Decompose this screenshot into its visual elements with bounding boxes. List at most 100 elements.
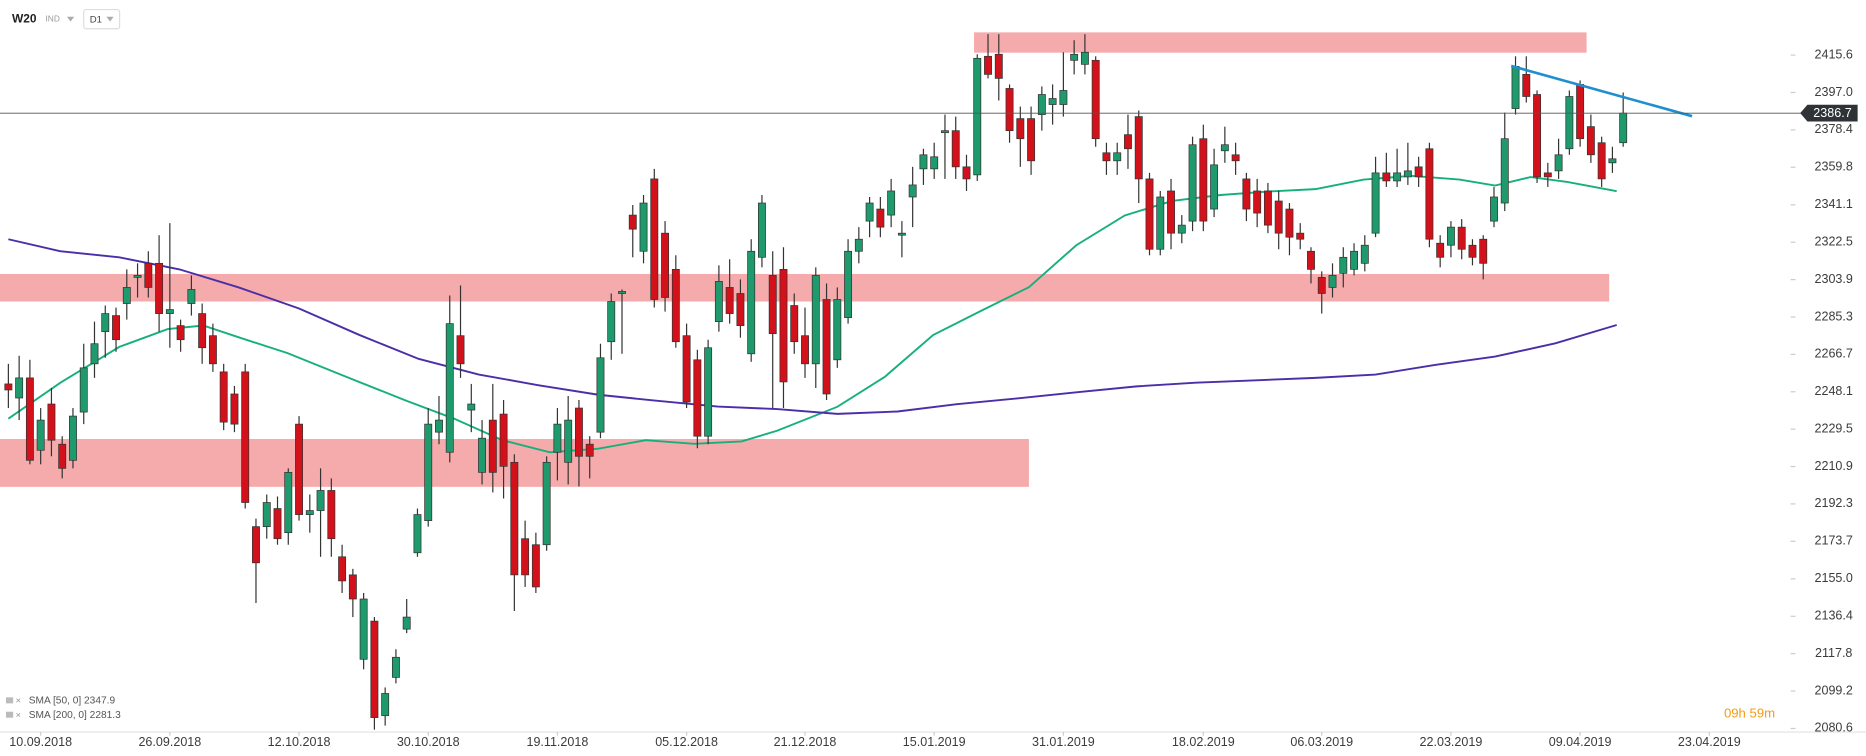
candle-body [510, 461, 519, 576]
candle-body [284, 472, 293, 534]
candle-body [1027, 118, 1036, 162]
y-tick-label: 2378.4 [1815, 122, 1853, 136]
candle-body [467, 403, 476, 411]
candle-body [639, 202, 648, 252]
candle-body [1274, 200, 1283, 234]
candle-body [478, 437, 486, 473]
dropdown-arrow[interactable] [66, 16, 75, 22]
candle-body [4, 383, 13, 391]
candle-body [531, 544, 540, 588]
candle-body [574, 407, 583, 457]
candle-body [1371, 172, 1380, 234]
candle-body [994, 53, 1003, 79]
candle-body [1005, 88, 1014, 132]
candle-body [1446, 226, 1455, 246]
y-tick-label: 2099.2 [1815, 683, 1853, 697]
candle-body [844, 250, 853, 318]
candle-body [811, 275, 820, 365]
legend-close: × [16, 710, 22, 721]
candle-body [402, 616, 411, 630]
candle-body [1317, 277, 1326, 294]
legend-icon [5, 711, 14, 718]
candle-body [36, 419, 45, 451]
x-tick-label: 05.12.2018 [655, 735, 718, 749]
candle-body [348, 574, 357, 600]
candle-body [564, 419, 573, 463]
y-tick-label: 2341.1 [1815, 197, 1853, 211]
candle-body [25, 377, 34, 461]
candle-body [585, 443, 594, 457]
candle-body [865, 202, 874, 222]
dropdown-arrow[interactable] [106, 16, 114, 22]
candle-body [822, 299, 831, 395]
candle-body [1102, 152, 1111, 162]
candle-body [919, 154, 928, 170]
candle-body [1500, 138, 1509, 204]
interval-select[interactable] [83, 8, 121, 30]
candle-body [79, 367, 88, 413]
candle-body [1016, 118, 1025, 140]
candle-body [1457, 226, 1466, 250]
candle-body [1479, 238, 1488, 264]
candle-body [295, 423, 303, 515]
candle-body [682, 335, 691, 403]
interval[interactable]: D1 [90, 14, 102, 25]
candle-body [1328, 275, 1337, 288]
candle-body [1533, 94, 1542, 178]
trendline [1510, 64, 1693, 118]
candle-body [628, 214, 637, 230]
candle-body [1586, 126, 1595, 156]
candle-body [650, 178, 659, 300]
candle-body [1565, 96, 1574, 150]
candle-body [758, 202, 766, 258]
candle-body [1210, 164, 1219, 210]
candle-body [596, 357, 605, 433]
candle-body [90, 343, 99, 365]
candle-body [1263, 190, 1272, 226]
candle-body [101, 313, 110, 333]
candle-body [144, 262, 153, 288]
countdown-timer: 09h 59m [1724, 706, 1775, 721]
y-tick-label: 2080.6 [1815, 721, 1853, 735]
candle-body [305, 510, 314, 515]
candle-body [1350, 250, 1358, 270]
candle-body [930, 156, 939, 170]
candle-body [1403, 170, 1412, 178]
candle-body [951, 130, 960, 168]
legend-entry: SMA [50, 0] 2347.9 [29, 696, 116, 707]
market[interactable]: IND [45, 13, 59, 23]
candle-body [316, 490, 325, 511]
candle-body [1619, 112, 1628, 144]
y-tick-label: 2173.7 [1815, 534, 1853, 548]
candle-body [1597, 142, 1606, 180]
candle-body [897, 232, 906, 236]
candle-body [607, 301, 616, 343]
candle-body [1199, 138, 1208, 222]
y-tick-label: 2155.0 [1815, 571, 1853, 585]
y-tick-label: 2136.4 [1815, 609, 1853, 623]
candle-body [521, 538, 530, 576]
candle-body [1511, 65, 1520, 109]
y-tick-label: 2117.8 [1815, 646, 1852, 660]
candle-body [445, 323, 454, 453]
candle-body [1490, 196, 1498, 222]
candle-body [768, 275, 777, 335]
candle-body [801, 335, 809, 365]
candle-body [725, 287, 734, 314]
y-tick-label: 2229.5 [1815, 421, 1853, 435]
candle-body [1543, 172, 1552, 178]
candle-body [1177, 224, 1186, 234]
candle-body [1037, 94, 1046, 115]
y-tick-label: 2266.7 [1815, 347, 1853, 361]
y-tick-label: 2248.1 [1815, 384, 1853, 398]
candle-body [230, 393, 239, 425]
candle-body [542, 461, 551, 546]
candle-body [1188, 144, 1197, 222]
plot-area [0, 32, 1693, 730]
candle-body [435, 419, 443, 433]
candle-body [1285, 208, 1294, 238]
x-tick-label: 22.03.2019 [1420, 735, 1483, 749]
y-tick-label: 2285.3 [1815, 309, 1853, 323]
candle-body [1156, 196, 1165, 250]
